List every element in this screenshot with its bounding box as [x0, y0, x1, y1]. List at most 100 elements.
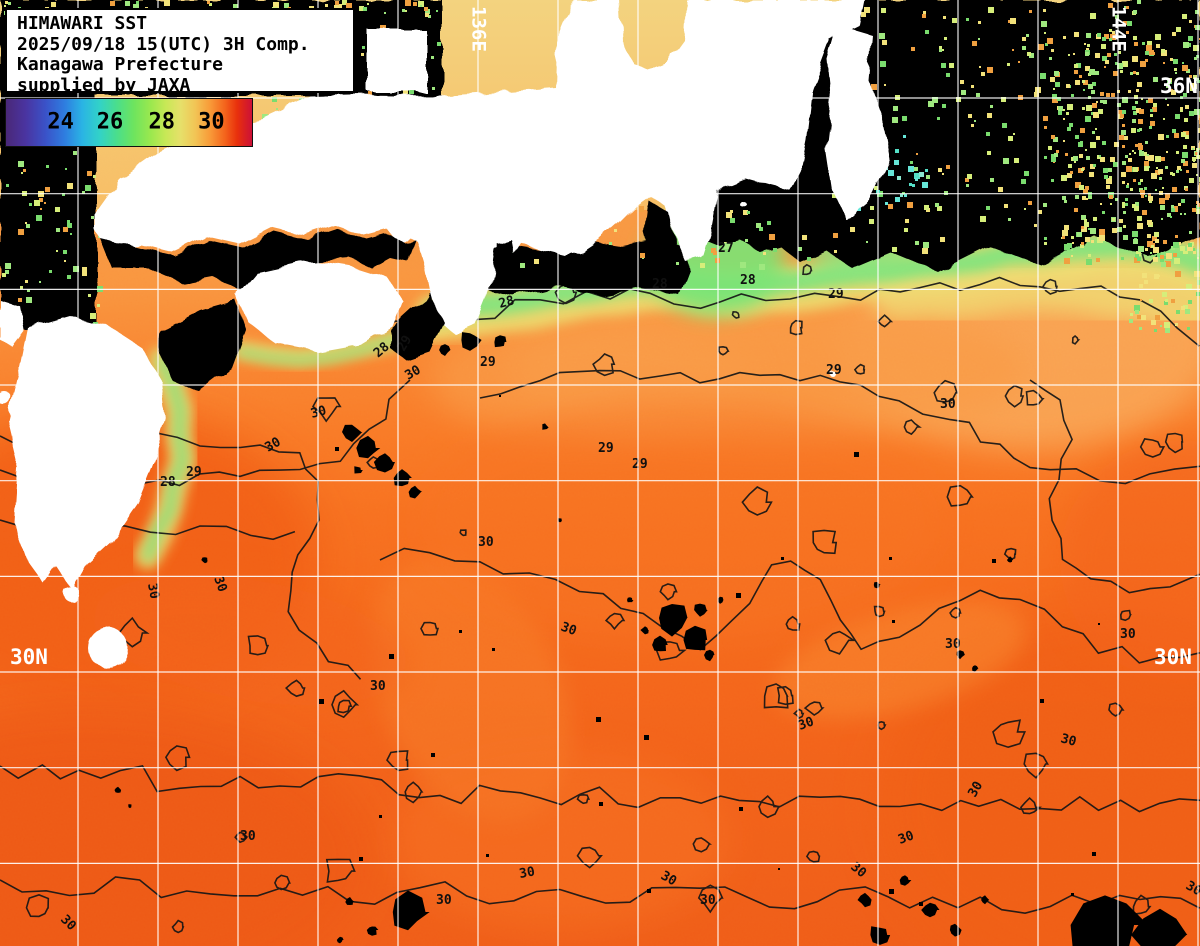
speckle — [1102, 37, 1106, 41]
speckle — [362, 46, 365, 49]
speckle — [276, 108, 278, 110]
speckle — [1130, 313, 1133, 316]
cloud-dot — [889, 557, 892, 560]
speckle — [1084, 222, 1089, 227]
speckle — [1117, 227, 1122, 232]
speckle — [1062, 196, 1066, 200]
speckle — [1135, 101, 1138, 104]
speckle — [903, 135, 906, 138]
cloud-blob — [956, 650, 965, 660]
speckle — [1130, 72, 1133, 75]
cloud-blob — [694, 603, 708, 617]
speckle — [1151, 173, 1157, 179]
cloud-blob — [717, 596, 724, 604]
speckle — [1064, 200, 1067, 203]
speckle — [1198, 254, 1200, 256]
speckle — [1166, 253, 1172, 259]
speckle — [1122, 202, 1125, 205]
speckle — [26, 297, 32, 303]
speckle — [1138, 119, 1143, 124]
speckle — [1124, 6, 1127, 9]
isotherm-blob — [903, 419, 922, 436]
speckle — [1108, 168, 1112, 172]
speckle — [1183, 93, 1187, 97]
cloud-dot — [1040, 699, 1044, 703]
speckle — [888, 170, 894, 176]
contour-label: 28 — [160, 475, 176, 490]
speckle — [1159, 198, 1165, 204]
speckle — [1095, 53, 1100, 58]
speckle — [1145, 156, 1149, 160]
speckle — [1069, 123, 1073, 127]
speckle — [1189, 75, 1192, 78]
speckle — [1123, 235, 1128, 240]
speckle — [233, 4, 238, 9]
speckle — [82, 271, 87, 276]
speckle — [1183, 145, 1187, 149]
speckle — [1022, 37, 1026, 41]
speckle — [1133, 10, 1137, 14]
speckle — [1034, 224, 1037, 227]
speckle — [1113, 71, 1118, 76]
isotherm-blob — [1042, 278, 1058, 295]
speckle — [1122, 145, 1125, 148]
speckle — [1067, 104, 1073, 110]
land-tsushima — [0, 300, 24, 346]
contour-label: 29 — [480, 355, 496, 370]
speckle — [1078, 142, 1083, 147]
speckle — [1148, 196, 1153, 201]
speckle — [1027, 52, 1031, 56]
speckle — [1026, 34, 1029, 37]
speckle — [1112, 228, 1117, 233]
speckle — [834, 250, 837, 253]
cloud-dot — [1092, 852, 1096, 856]
cloud-blob — [921, 902, 940, 918]
speckle — [1134, 206, 1139, 211]
speckle — [1189, 20, 1192, 23]
speckle — [905, 219, 909, 223]
speckle — [1129, 153, 1131, 155]
speckle — [1109, 176, 1112, 179]
speckle — [1123, 21, 1127, 25]
speckle — [869, 219, 874, 224]
speckle — [1044, 156, 1047, 159]
speckle — [759, 264, 765, 270]
speckle — [1121, 130, 1126, 135]
speckle — [871, 84, 877, 90]
speckle — [904, 194, 907, 197]
speckle — [1154, 274, 1159, 279]
speckle — [25, 222, 27, 224]
speckle — [65, 168, 67, 170]
speckle — [18, 161, 24, 167]
speckle — [1008, 218, 1011, 221]
speckle — [1139, 128, 1142, 131]
speckle — [1132, 150, 1134, 152]
speckle — [1180, 107, 1183, 110]
isotherm-blob — [877, 314, 894, 328]
speckle — [700, 263, 705, 268]
speckle — [893, 106, 898, 111]
speckle — [882, 40, 887, 45]
isotherm-blob — [692, 837, 713, 853]
cloud-dot — [889, 889, 894, 894]
speckle — [1187, 327, 1190, 330]
cloud-blob — [336, 936, 344, 944]
speckle — [1147, 154, 1149, 156]
speckle — [1132, 231, 1138, 237]
speckle — [740, 262, 746, 268]
speckle — [1076, 63, 1081, 68]
speckle — [1096, 101, 1098, 103]
isotherm-blob — [718, 345, 730, 356]
speckle — [1075, 195, 1079, 199]
speckle — [832, 193, 837, 198]
speckle — [1093, 164, 1096, 167]
speckle — [884, 84, 886, 86]
speckle — [1102, 141, 1106, 145]
isotherm-blob — [592, 353, 616, 377]
speckle — [730, 210, 733, 213]
speckle — [63, 250, 67, 254]
land-patch — [368, 30, 426, 92]
cloud-blob — [128, 804, 132, 809]
speckle — [1153, 77, 1158, 82]
speckle — [1193, 75, 1197, 79]
